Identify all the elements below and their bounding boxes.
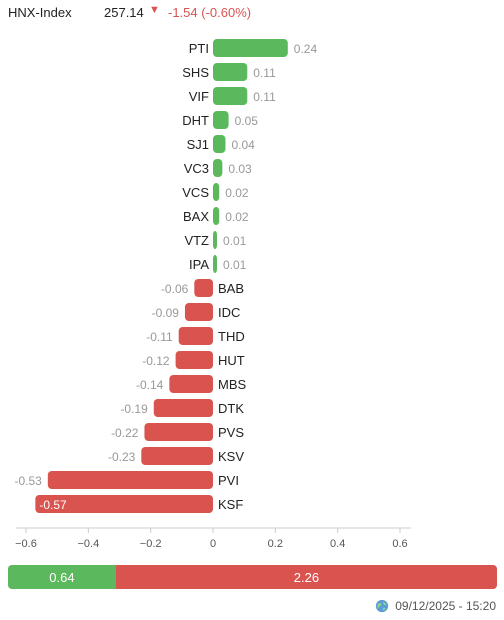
index-change: -1.54 (-0.60%) <box>168 4 252 20</box>
category-label: IDC <box>218 305 240 320</box>
bar <box>213 87 248 105</box>
value-label: 0.04 <box>231 138 255 152</box>
category-label: IPA <box>189 257 209 272</box>
category-label: VTZ <box>184 233 209 248</box>
value-label: -0.57 <box>39 498 67 512</box>
globe-icon <box>376 599 389 613</box>
bar <box>213 255 217 273</box>
value-label: 0.24 <box>294 42 318 56</box>
bar <box>178 327 213 345</box>
timestamp: 09/12/2025 - 15:20 <box>395 599 496 613</box>
index-value: 257.14 <box>104 4 144 20</box>
category-label: PTI <box>189 41 209 56</box>
value-label: -0.12 <box>142 354 170 368</box>
x-tick-label: 0 <box>210 538 216 550</box>
x-tick-label: −0.6 <box>15 538 37 550</box>
bar <box>213 135 226 153</box>
bar <box>153 399 213 417</box>
index-name: HNX-Index <box>8 4 72 20</box>
advance-value: 0.64 <box>49 569 75 585</box>
category-label: PVS <box>218 425 244 440</box>
category-label: MBS <box>218 377 247 392</box>
bar <box>35 495 213 513</box>
category-label: BAX <box>183 209 209 224</box>
value-label: 0.02 <box>225 186 249 200</box>
value-label: 0.01 <box>223 258 247 272</box>
category-label: PVI <box>218 473 239 488</box>
category-label: BAB <box>218 281 244 296</box>
x-tick-label: −0.2 <box>140 538 162 550</box>
bar <box>194 279 213 297</box>
value-label: -0.14 <box>136 378 164 392</box>
value-label: -0.22 <box>111 426 139 440</box>
decline-value: 2.26 <box>293 569 320 585</box>
bar <box>213 111 229 129</box>
down-arrow-icon: ▼ <box>149 4 160 16</box>
value-label: -0.11 <box>146 330 173 344</box>
value-label: -0.53 <box>14 474 42 488</box>
category-label: VCS <box>182 185 209 200</box>
value-label: -0.23 <box>108 450 136 464</box>
value-label: 0.03 <box>228 162 252 176</box>
bar <box>213 207 220 225</box>
bar <box>141 447 213 465</box>
value-label: -0.09 <box>152 306 180 320</box>
value-label: 0.02 <box>225 210 249 224</box>
decline-segment: 2.26 <box>115 565 497 589</box>
x-tick-label: 0.2 <box>268 538 283 550</box>
category-label: KSF <box>218 497 243 512</box>
bar <box>213 183 220 201</box>
category-label: THD <box>218 329 245 344</box>
bar <box>213 39 288 57</box>
value-label: 0.01 <box>223 234 247 248</box>
value-label: -0.19 <box>120 402 148 416</box>
category-label: SJ1 <box>187 137 209 152</box>
bar <box>175 351 213 369</box>
bar <box>213 231 217 249</box>
value-label: 0.05 <box>235 114 259 128</box>
category-label: DTK <box>218 401 244 416</box>
value-label: -0.06 <box>161 282 189 296</box>
category-label: SHS <box>182 65 209 80</box>
bar <box>184 303 213 321</box>
market-breadth-bar: 0.64 2.26 <box>8 565 497 589</box>
bar <box>213 63 248 81</box>
category-label: HUT <box>218 353 245 368</box>
category-label: VIF <box>189 89 209 104</box>
value-label: 0.11 <box>253 90 276 104</box>
advance-segment: 0.64 <box>8 565 116 589</box>
impact-bar-chart: PTI 0.24 SHS 0.11 VIF 0.11 DHT 0.05 SJ1 0.04 VC3 0.… <box>14 39 411 550</box>
category-label: VC3 <box>184 161 209 176</box>
bar <box>47 471 214 489</box>
x-tick-label: 0.4 <box>330 538 345 550</box>
bar <box>144 423 213 441</box>
category-label: DHT <box>182 113 209 128</box>
index-header: HNX-Index 257.14 ▼ -1.54 (-0.60%) <box>8 3 251 21</box>
value-label: 0.11 <box>253 66 276 80</box>
x-tick-label: 0.6 <box>392 538 407 550</box>
footer: 09/12/2025 - 15:20 <box>375 599 496 613</box>
x-tick-label: −0.4 <box>77 538 99 550</box>
category-label: KSV <box>218 449 244 464</box>
bar <box>169 375 213 393</box>
bar <box>213 159 223 177</box>
